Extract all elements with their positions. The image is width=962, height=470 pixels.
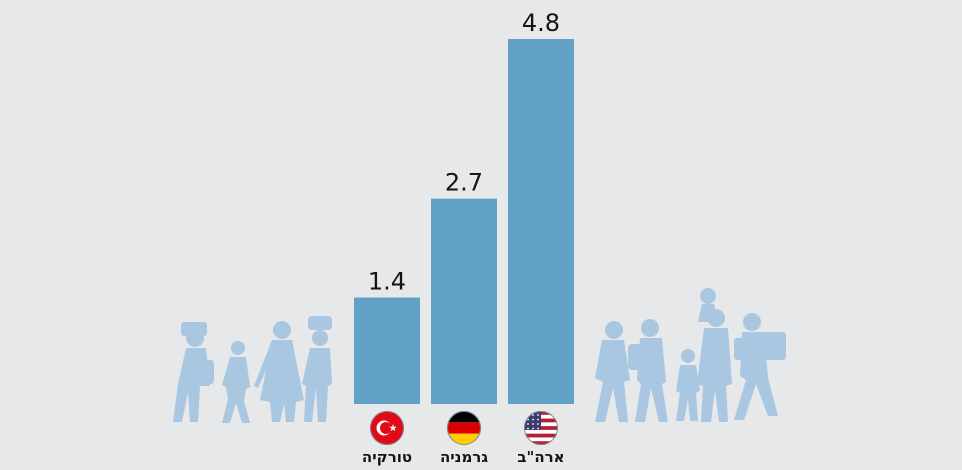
value-label-2: 4.8 bbox=[522, 9, 560, 37]
labels-layer: 1.4 טורקיה 2.7 גרמניה 4.8 ארה"ב bbox=[362, 9, 565, 466]
flags-layer bbox=[370, 411, 558, 445]
germany-flag-icon bbox=[447, 411, 481, 445]
value-label-1: 2.7 bbox=[445, 169, 483, 197]
category-label-2: ארה"ב bbox=[517, 448, 564, 466]
bars-layer bbox=[354, 39, 574, 404]
bar-0 bbox=[354, 297, 420, 404]
category-label-0: טורקיה bbox=[362, 448, 412, 466]
bar-2 bbox=[508, 39, 574, 404]
bar-1 bbox=[431, 198, 497, 404]
value-label-0: 1.4 bbox=[368, 268, 406, 296]
refugees-walking-left-icon bbox=[173, 316, 332, 423]
category-label-1: גרמניה bbox=[440, 448, 488, 466]
refugees-walking-right-icon bbox=[595, 288, 786, 422]
